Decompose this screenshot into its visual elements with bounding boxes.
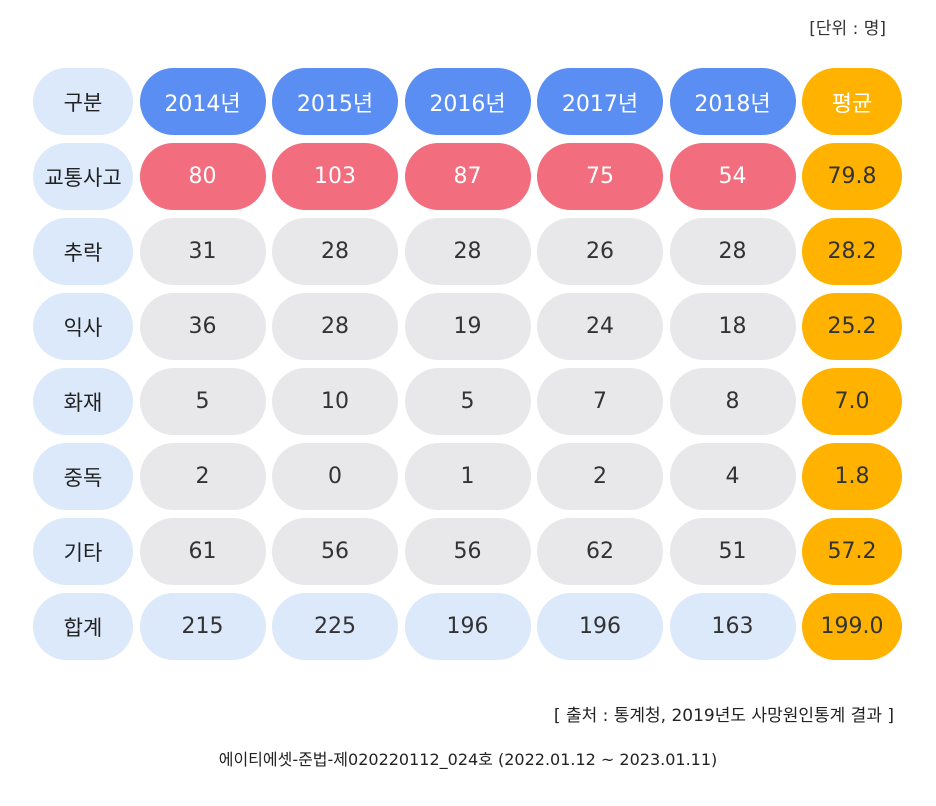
header-year-2014: 2014년 <box>139 68 266 135</box>
table-cell: 2 <box>139 443 266 510</box>
table-cell: 87 <box>404 143 531 210</box>
header-year-2016: 2016년 <box>404 68 531 135</box>
source-note: [ 출처 : 통계청, 2019년도 사망원인통계 결과 ] <box>553 706 894 726</box>
row-label: 추락 <box>33 218 133 285</box>
table-cell: 5 <box>404 368 531 435</box>
average-cell: 28.2 <box>802 218 902 285</box>
average-cell: 25.2 <box>802 293 902 360</box>
table-cell: 28 <box>272 293 398 360</box>
table-cell: 62 <box>537 518 663 585</box>
table-cell: 1 <box>404 443 531 510</box>
average-cell: 7.0 <box>802 368 902 435</box>
unit-label: [단위 : 명] <box>809 19 886 39</box>
table-cell: 103 <box>272 143 398 210</box>
table-cell: 36 <box>139 293 266 360</box>
table-cell: 28 <box>404 218 531 285</box>
header-year-2018: 2018년 <box>669 68 796 135</box>
table-cell: 56 <box>272 518 398 585</box>
table-cell: 75 <box>537 143 663 210</box>
table-cell: 7 <box>537 368 663 435</box>
table-cell: 28 <box>669 218 796 285</box>
table-cell: 31 <box>139 218 266 285</box>
row-label: 기타 <box>33 518 133 585</box>
certification-note: 에이티에셋-준법-제020220112_024호 (2022.01.12 ~ 2… <box>218 750 718 769</box>
table-cell: 4 <box>669 443 796 510</box>
table-cell: 28 <box>272 218 398 285</box>
row-label: 화재 <box>33 368 133 435</box>
table-cell: 24 <box>537 293 663 360</box>
header-year-2017: 2017년 <box>537 68 663 135</box>
table-cell: 196 <box>537 593 663 660</box>
average-cell: 199.0 <box>802 593 902 660</box>
header-average: 평균 <box>802 68 902 135</box>
row-label: 익사 <box>33 293 133 360</box>
header-category: 구분 <box>33 68 133 135</box>
row-label: 중독 <box>33 443 133 510</box>
average-cell: 79.8 <box>802 143 902 210</box>
average-cell: 57.2 <box>802 518 902 585</box>
row-label: 교통사고 <box>33 143 133 210</box>
table-cell: 5 <box>139 368 266 435</box>
table-cell: 10 <box>272 368 398 435</box>
table-cell: 2 <box>537 443 663 510</box>
table-cell: 61 <box>139 518 266 585</box>
header-year-2015: 2015년 <box>272 68 398 135</box>
table-cell: 0 <box>272 443 398 510</box>
table-cell: 26 <box>537 218 663 285</box>
row-label: 합계 <box>33 593 133 660</box>
statistics-table: 구분 2014년 2015년 2016년 2017년 2018년 평균 교통사고… <box>33 68 902 660</box>
table-cell: 80 <box>139 143 266 210</box>
average-cell: 1.8 <box>802 443 902 510</box>
table-cell: 19 <box>404 293 531 360</box>
table-cell: 18 <box>669 293 796 360</box>
table-cell: 196 <box>404 593 531 660</box>
table-cell: 56 <box>404 518 531 585</box>
table-cell: 8 <box>669 368 796 435</box>
table-cell: 51 <box>669 518 796 585</box>
table-cell: 225 <box>272 593 398 660</box>
table-cell: 54 <box>669 143 796 210</box>
table-cell: 215 <box>139 593 266 660</box>
table-cell: 163 <box>669 593 796 660</box>
